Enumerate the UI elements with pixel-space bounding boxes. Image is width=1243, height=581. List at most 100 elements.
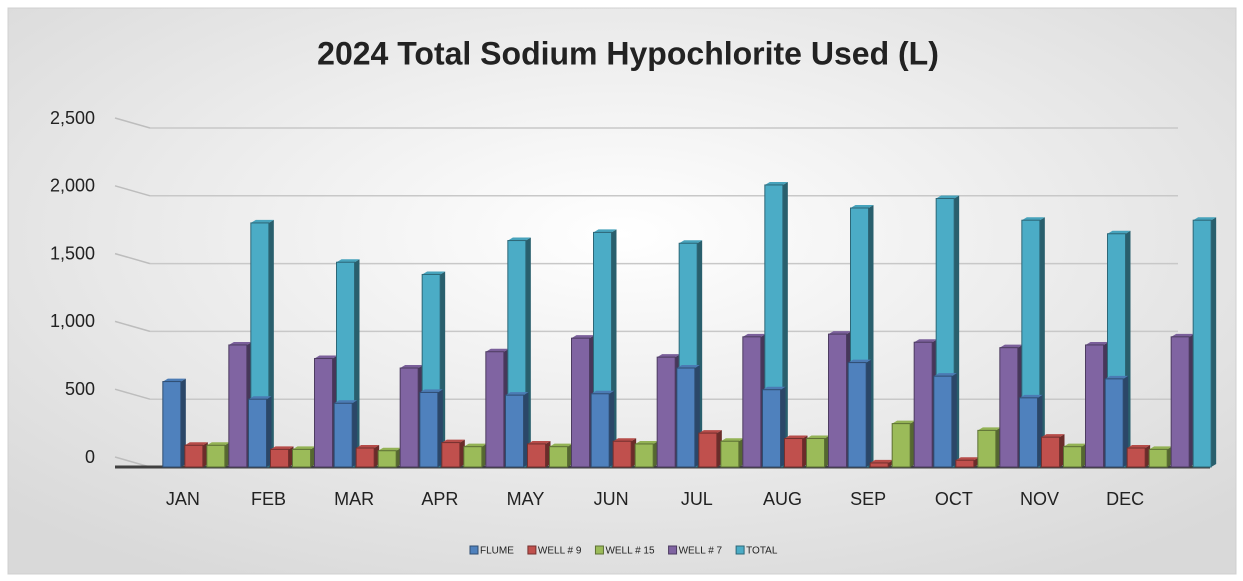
bar-top bbox=[784, 435, 808, 439]
bar bbox=[571, 337, 590, 468]
bar bbox=[612, 440, 632, 468]
bar-top bbox=[936, 195, 960, 199]
grid-line bbox=[114, 185, 151, 197]
bar bbox=[292, 448, 311, 468]
bar bbox=[1104, 378, 1124, 468]
legend-swatch bbox=[527, 545, 537, 555]
bar-top bbox=[955, 457, 979, 461]
bar bbox=[590, 393, 610, 468]
bar-top bbox=[591, 390, 615, 394]
bar bbox=[1126, 447, 1146, 468]
bar bbox=[1085, 344, 1104, 468]
bar-top bbox=[228, 341, 252, 345]
bar-top bbox=[422, 271, 446, 275]
x-tick-label: APR bbox=[421, 489, 458, 509]
bar-top bbox=[679, 240, 703, 244]
bar-top bbox=[571, 335, 595, 339]
bar-top bbox=[806, 435, 830, 439]
x-tick-label: FEB bbox=[251, 489, 286, 509]
bar bbox=[1170, 336, 1190, 468]
bar bbox=[1148, 448, 1168, 468]
bar-top bbox=[1041, 434, 1065, 438]
bar bbox=[784, 438, 803, 468]
bar bbox=[955, 459, 975, 468]
x-tick-label: SEP bbox=[850, 489, 886, 509]
bar-top bbox=[742, 333, 766, 337]
grid-line bbox=[114, 388, 151, 400]
bar bbox=[248, 398, 267, 468]
grid-line bbox=[114, 456, 151, 468]
bar-top bbox=[1021, 217, 1045, 221]
x-tick-label: MAY bbox=[507, 489, 545, 509]
x-tick-label: AUG bbox=[763, 489, 802, 509]
bar-top bbox=[828, 331, 852, 335]
bar-top bbox=[870, 459, 894, 463]
bar-top bbox=[720, 438, 744, 442]
bar-top bbox=[292, 446, 316, 450]
bar-top bbox=[635, 440, 659, 444]
bar-top bbox=[914, 339, 938, 343]
bar bbox=[228, 344, 248, 468]
chart-title: 2024 Total Sodium Hypochlorite Used (L) bbox=[317, 35, 939, 71]
bar bbox=[333, 402, 353, 468]
bar-top bbox=[848, 359, 872, 363]
bar-top bbox=[250, 219, 274, 223]
bar-top bbox=[507, 237, 531, 241]
bar bbox=[505, 394, 524, 468]
bar-top bbox=[657, 354, 681, 358]
bar-top bbox=[505, 392, 529, 396]
bar-top bbox=[1105, 375, 1129, 379]
bar bbox=[441, 442, 461, 468]
bar bbox=[1192, 219, 1212, 468]
bar-top bbox=[1193, 217, 1217, 221]
bar-top bbox=[613, 438, 637, 442]
bar bbox=[847, 362, 867, 468]
bar-side bbox=[1211, 217, 1217, 467]
bar-top bbox=[1127, 445, 1151, 449]
bar-top bbox=[1149, 446, 1173, 450]
y-tick-label: 1,000 bbox=[50, 311, 95, 331]
x-tick-label: NOV bbox=[1020, 489, 1059, 509]
bar bbox=[762, 389, 781, 468]
x-tick-label: JAN bbox=[166, 489, 200, 509]
bar bbox=[206, 444, 226, 468]
x-tick-label: OCT bbox=[935, 489, 973, 509]
bar bbox=[634, 443, 654, 468]
bar bbox=[377, 450, 397, 468]
bar bbox=[698, 432, 718, 468]
bar bbox=[162, 381, 182, 468]
bar-top bbox=[334, 400, 358, 404]
bar-top bbox=[549, 443, 573, 447]
bar-top bbox=[999, 344, 1023, 348]
bar bbox=[869, 462, 889, 468]
bar bbox=[527, 443, 546, 468]
y-tick-label: 500 bbox=[65, 379, 95, 399]
bar bbox=[828, 333, 847, 468]
bar bbox=[399, 367, 419, 468]
bar-top bbox=[933, 373, 957, 377]
bar-top bbox=[248, 396, 272, 400]
bar bbox=[1041, 436, 1060, 468]
legend-label: FLUME bbox=[480, 546, 514, 557]
y-tick-label: 2,000 bbox=[50, 176, 95, 196]
bar-top bbox=[764, 181, 788, 185]
bar-top bbox=[419, 389, 443, 393]
bar-top bbox=[1085, 341, 1109, 345]
bar bbox=[419, 391, 439, 468]
legend-label: TOTAL bbox=[746, 546, 778, 557]
bar-top bbox=[762, 386, 786, 390]
bar-top bbox=[206, 442, 230, 446]
bar bbox=[485, 351, 505, 468]
x-tick-label: MAR bbox=[334, 489, 374, 509]
bar-top bbox=[336, 259, 360, 263]
bar bbox=[656, 356, 676, 468]
bar bbox=[806, 438, 825, 468]
bar bbox=[1019, 397, 1038, 468]
bar bbox=[184, 444, 204, 468]
x-tick-label: DEC bbox=[1106, 489, 1144, 509]
grid-line bbox=[114, 252, 151, 265]
bar-top bbox=[463, 443, 487, 447]
y-tick-label: 2,500 bbox=[50, 108, 95, 128]
